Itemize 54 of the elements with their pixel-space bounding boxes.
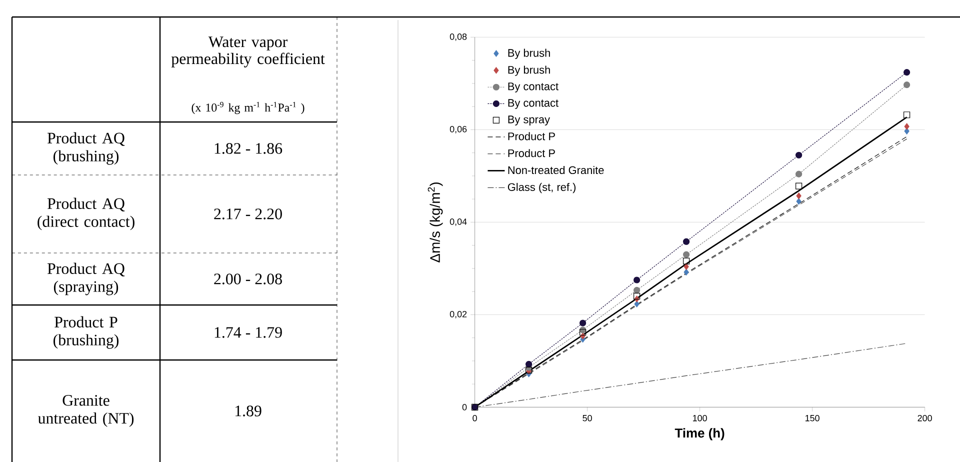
category-label: Product AQ (brushing) xyxy=(48,132,125,165)
x-tick-label: 50 xyxy=(582,414,592,422)
point xyxy=(796,152,802,158)
category-label: Product P (brushing) xyxy=(54,316,119,349)
legend-label: By contact xyxy=(508,82,558,92)
point xyxy=(683,258,690,264)
point xyxy=(684,263,689,270)
point xyxy=(904,69,910,76)
category-label: Granite untreated (NT) xyxy=(38,395,134,427)
point xyxy=(684,268,689,276)
y-tick-label: 0 xyxy=(462,404,467,410)
y-tick-label: 0,06 xyxy=(450,126,467,134)
x-axis-title: Time (h) xyxy=(674,428,724,440)
legend-label: Glass (st, ref.) xyxy=(508,182,576,194)
y-tick-label: 0,04 xyxy=(450,218,467,226)
x-tick-label: 200 xyxy=(918,414,932,422)
legend-label: Non-treated Granite xyxy=(508,166,604,174)
point xyxy=(904,112,910,118)
legend-label: By spray xyxy=(508,116,550,126)
text: 1.89 xyxy=(235,406,262,416)
point xyxy=(634,276,640,284)
legend-label: By brush xyxy=(508,48,550,59)
category-label: Product AQ (direct contact) xyxy=(38,198,134,230)
x-tick-label: 150 xyxy=(806,414,820,422)
text: 1.74 - 1.79 xyxy=(214,327,282,338)
y-tick-label: 0,02 xyxy=(450,310,467,318)
text: (x 10$^{-9}$ kg m$^{-1}$ h$^{-1}$Pa$^{-1}$ ) xyxy=(192,102,304,114)
point xyxy=(904,82,910,88)
point xyxy=(580,320,586,326)
point xyxy=(683,238,690,245)
point xyxy=(634,292,640,300)
x-tick-label: 0 xyxy=(472,414,477,422)
y-tick-label: 0,08 xyxy=(450,33,467,41)
point xyxy=(634,286,640,294)
legend-label: Product P xyxy=(508,132,555,140)
point xyxy=(796,198,802,205)
legend-label: By brush xyxy=(508,66,550,76)
point xyxy=(796,170,802,178)
point xyxy=(796,182,802,190)
legend-label: By contact xyxy=(508,99,558,109)
category-label: Product AQ (spraying) xyxy=(48,262,125,296)
y-axis-title: Δm/s (kg/m$^{2}$) xyxy=(428,182,443,262)
point xyxy=(634,300,640,308)
point xyxy=(580,328,586,336)
legend-label: Product P xyxy=(508,149,555,158)
text: 2.00 - 2.08 xyxy=(214,274,282,284)
point xyxy=(526,360,532,368)
text: Water vapor permeability coefficient xyxy=(171,36,325,68)
x-tick-label: 100 xyxy=(693,414,707,422)
point xyxy=(904,123,910,130)
point xyxy=(683,251,690,258)
text: 1.82 - 1.86 xyxy=(214,143,282,154)
point xyxy=(796,192,802,200)
text: 2.17 - 2.20 xyxy=(214,208,282,220)
